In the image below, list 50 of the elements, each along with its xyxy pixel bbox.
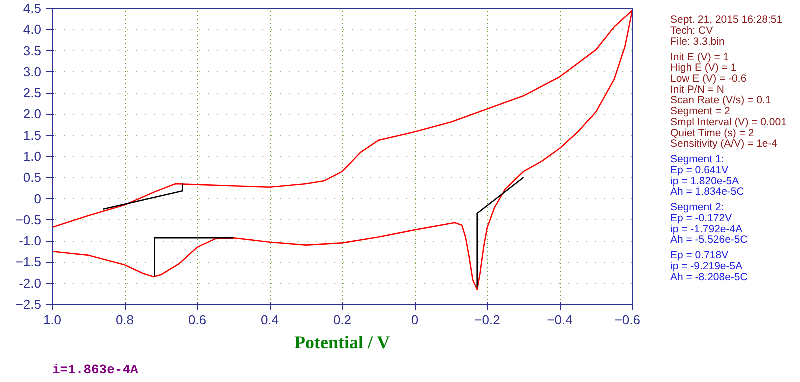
text: Ah = -8.208e-5C xyxy=(670,271,748,284)
x-tick-label: 0.8 xyxy=(116,312,134,328)
text: Segment 2: xyxy=(670,202,724,214)
y-tick-label: −0.5 xyxy=(16,212,42,228)
y-tick-label: 4.5 xyxy=(23,1,42,16)
y-tick-label: −1.5 xyxy=(16,254,42,270)
text: Init E (V) = 1 xyxy=(670,51,730,64)
text: Quiet Time (s) = 2 xyxy=(670,127,754,140)
text: Ep = 0.641V xyxy=(670,164,729,176)
x-tick-label: −0.2 xyxy=(474,312,500,328)
y-tick-label: 1.0 xyxy=(23,149,42,164)
y-tick-label: 0.5 xyxy=(23,170,42,186)
text: Segment 1: xyxy=(670,154,724,166)
text: ip = -9.219e-5A xyxy=(670,260,743,273)
text: Scan Rate (V/s) = 0.1 xyxy=(670,94,772,107)
text: Init P/N = N xyxy=(670,84,724,96)
y-tick-label: -2.0 xyxy=(19,276,42,291)
x-tick-label: −0.6 xyxy=(614,312,641,328)
y-tick-label: 2.5 xyxy=(23,86,42,101)
text: i=1.863e-4A xyxy=(52,362,139,378)
text: ip = 1.820e-5A xyxy=(670,175,740,188)
x-tick-label: −0.4 xyxy=(547,312,573,328)
y-tick-label: -1.0 xyxy=(19,234,42,249)
y-tick-label: 3.5 xyxy=(23,43,42,58)
y-tick-label: 2.0 xyxy=(23,106,42,122)
x-tick-label: 0 xyxy=(411,312,419,328)
text: Ah = 1.834e-5C xyxy=(670,186,745,198)
x-axis-title: Potential / V xyxy=(294,332,390,352)
text: ip = -1.792e-4A xyxy=(670,223,743,236)
text: Ep = -0.172V xyxy=(670,212,732,224)
text: Smpl Interval (V) = 0.001 xyxy=(670,116,788,128)
line-series xyxy=(52,10,632,290)
y-tick-label: −2.5 xyxy=(16,297,42,312)
x-tick-label: 0.4 xyxy=(260,312,280,328)
x-tick-label: 1.0 xyxy=(43,312,62,328)
text: Segment = 2 xyxy=(670,106,730,118)
text: File: 3.3.bin xyxy=(670,36,725,48)
text: Ah = -5.526e-5C xyxy=(670,234,748,246)
text: Tech: CV xyxy=(670,24,714,37)
y-tick-label: 4.0 xyxy=(23,22,42,38)
text: Sensitivity (A/V) = 1e-4 xyxy=(670,138,778,150)
x-tick-label: 0.2 xyxy=(333,312,352,328)
text: Ep = 0.718V xyxy=(670,250,729,262)
y-tick-label: 0 xyxy=(34,191,42,206)
text: Sept. 21, 2015 16:28:51 xyxy=(670,14,783,26)
y-tick-label: 1.5 xyxy=(23,128,42,143)
text: High E (V) = 1 xyxy=(670,62,737,74)
y-tick-label: 3.0 xyxy=(23,64,42,80)
text: Low E (V) = -0.6 xyxy=(670,73,747,86)
x-tick-label: 0.6 xyxy=(188,312,207,328)
